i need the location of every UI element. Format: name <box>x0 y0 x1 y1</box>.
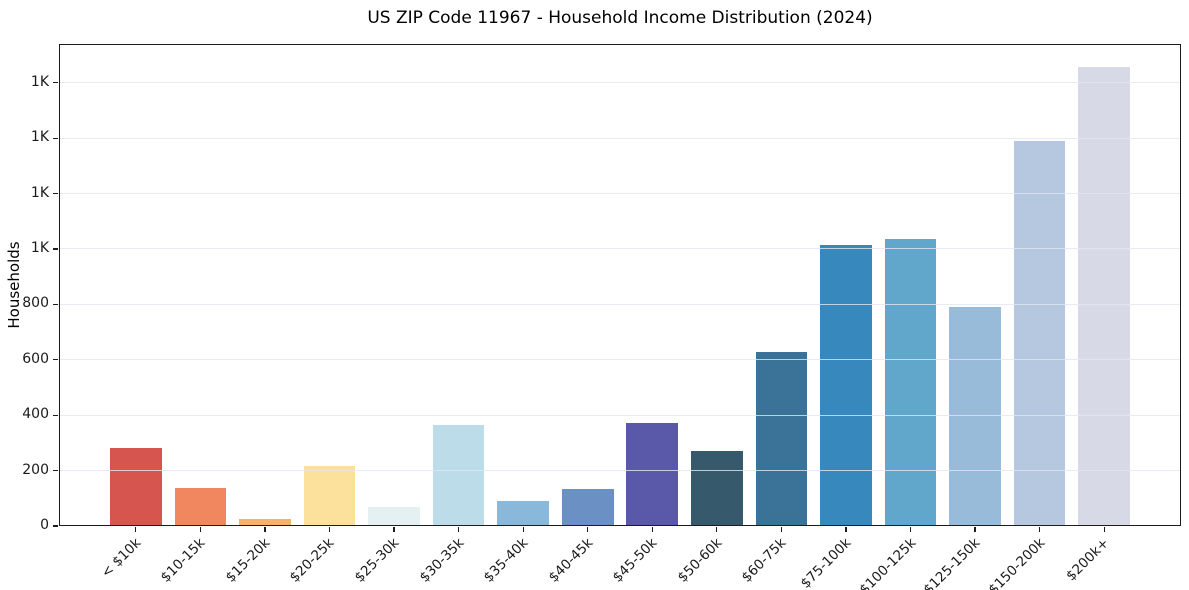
x-tick-mark <box>651 527 653 532</box>
y-tick-mark <box>53 525 58 527</box>
y-tick-mark <box>53 359 58 361</box>
bar <box>755 351 808 526</box>
x-tick-mark <box>393 527 395 532</box>
x-tick-mark <box>1103 527 1105 532</box>
bar <box>303 466 356 526</box>
bar <box>239 519 291 526</box>
gridline <box>59 303 1181 305</box>
bar <box>820 244 872 526</box>
bar <box>691 451 743 526</box>
x-tick-mark <box>909 527 912 532</box>
y-tick-label: 1K <box>30 129 49 146</box>
gridline <box>59 137 1181 139</box>
bar <box>368 506 420 526</box>
bar <box>432 424 485 526</box>
x-tick-mark <box>457 527 460 532</box>
bar <box>110 447 162 526</box>
y-tick-mark <box>53 469 58 472</box>
x-tick-mark <box>587 527 589 532</box>
bar <box>1013 141 1066 526</box>
x-tick-mark <box>199 527 202 532</box>
x-tick-label: < $10k <box>98 535 145 582</box>
y-tick-mark <box>53 248 58 250</box>
y-tick-mark <box>53 414 58 416</box>
x-tick-mark <box>264 527 266 532</box>
x-tick-mark <box>845 527 847 532</box>
y-tick-mark <box>53 82 58 84</box>
gridline <box>59 470 1181 472</box>
x-tick-mark <box>1038 527 1041 532</box>
y-tick-mark <box>53 303 58 306</box>
x-tick-mark <box>974 527 976 532</box>
y-tick-mark <box>53 192 58 195</box>
y-tick-label: 1K <box>30 184 49 201</box>
bar <box>497 500 549 526</box>
y-tick-mark <box>53 137 58 139</box>
gridline <box>59 248 1181 250</box>
y-tick-label: 1K <box>30 239 49 256</box>
gridline <box>59 414 1181 416</box>
y-tick-label: 800 <box>22 295 49 312</box>
x-tick-mark <box>135 527 137 532</box>
plot-border <box>59 44 1181 526</box>
x-tick-mark <box>780 527 783 532</box>
gridline <box>59 82 1181 84</box>
gridline <box>59 359 1181 361</box>
y-tick-label: 1K <box>30 73 49 90</box>
chart-title: US ZIP Code 11967 - Household Income Dis… <box>367 8 873 28</box>
x-tick-mark <box>328 527 331 532</box>
bar <box>174 488 227 526</box>
plot-area <box>59 44 1181 526</box>
bar <box>884 238 937 526</box>
bar <box>626 422 679 526</box>
y-tick-label: 400 <box>22 406 49 423</box>
bar <box>949 306 1001 526</box>
gridline <box>59 193 1181 195</box>
bar <box>561 488 614 526</box>
y-tick-label: 0 <box>40 517 49 533</box>
bar <box>1078 67 1130 526</box>
x-tick-mark <box>716 527 718 532</box>
x-tick-mark <box>522 527 524 532</box>
y-tick-label: 600 <box>22 350 49 367</box>
y-tick-label: 200 <box>22 461 49 478</box>
